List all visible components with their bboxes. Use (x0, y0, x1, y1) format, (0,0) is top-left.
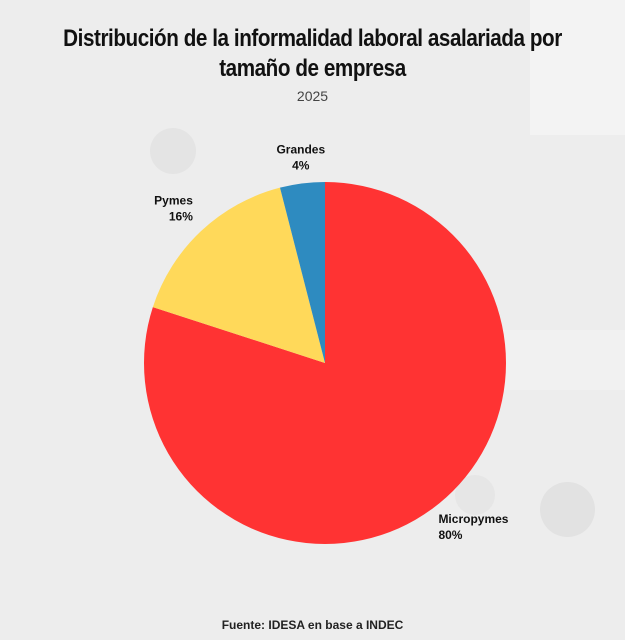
slice-label: Grandes (276, 143, 325, 157)
chart-subtitle: 2025 (296, 88, 329, 104)
slice-value-label: 4% (292, 159, 310, 173)
pie-slice-grandes (279, 182, 325, 363)
slice-value-label: 16% (169, 209, 193, 223)
chart-title: Distribución de la informalidad laboral … (63, 25, 562, 82)
slice-label: Pymes (154, 193, 193, 207)
slice-label: Micropymes (438, 512, 508, 526)
pie-slice-pymes (152, 187, 325, 363)
source-note: Fuente: IDESA en base a INDEC (221, 618, 404, 632)
slice-value-label: 80% (438, 528, 462, 542)
